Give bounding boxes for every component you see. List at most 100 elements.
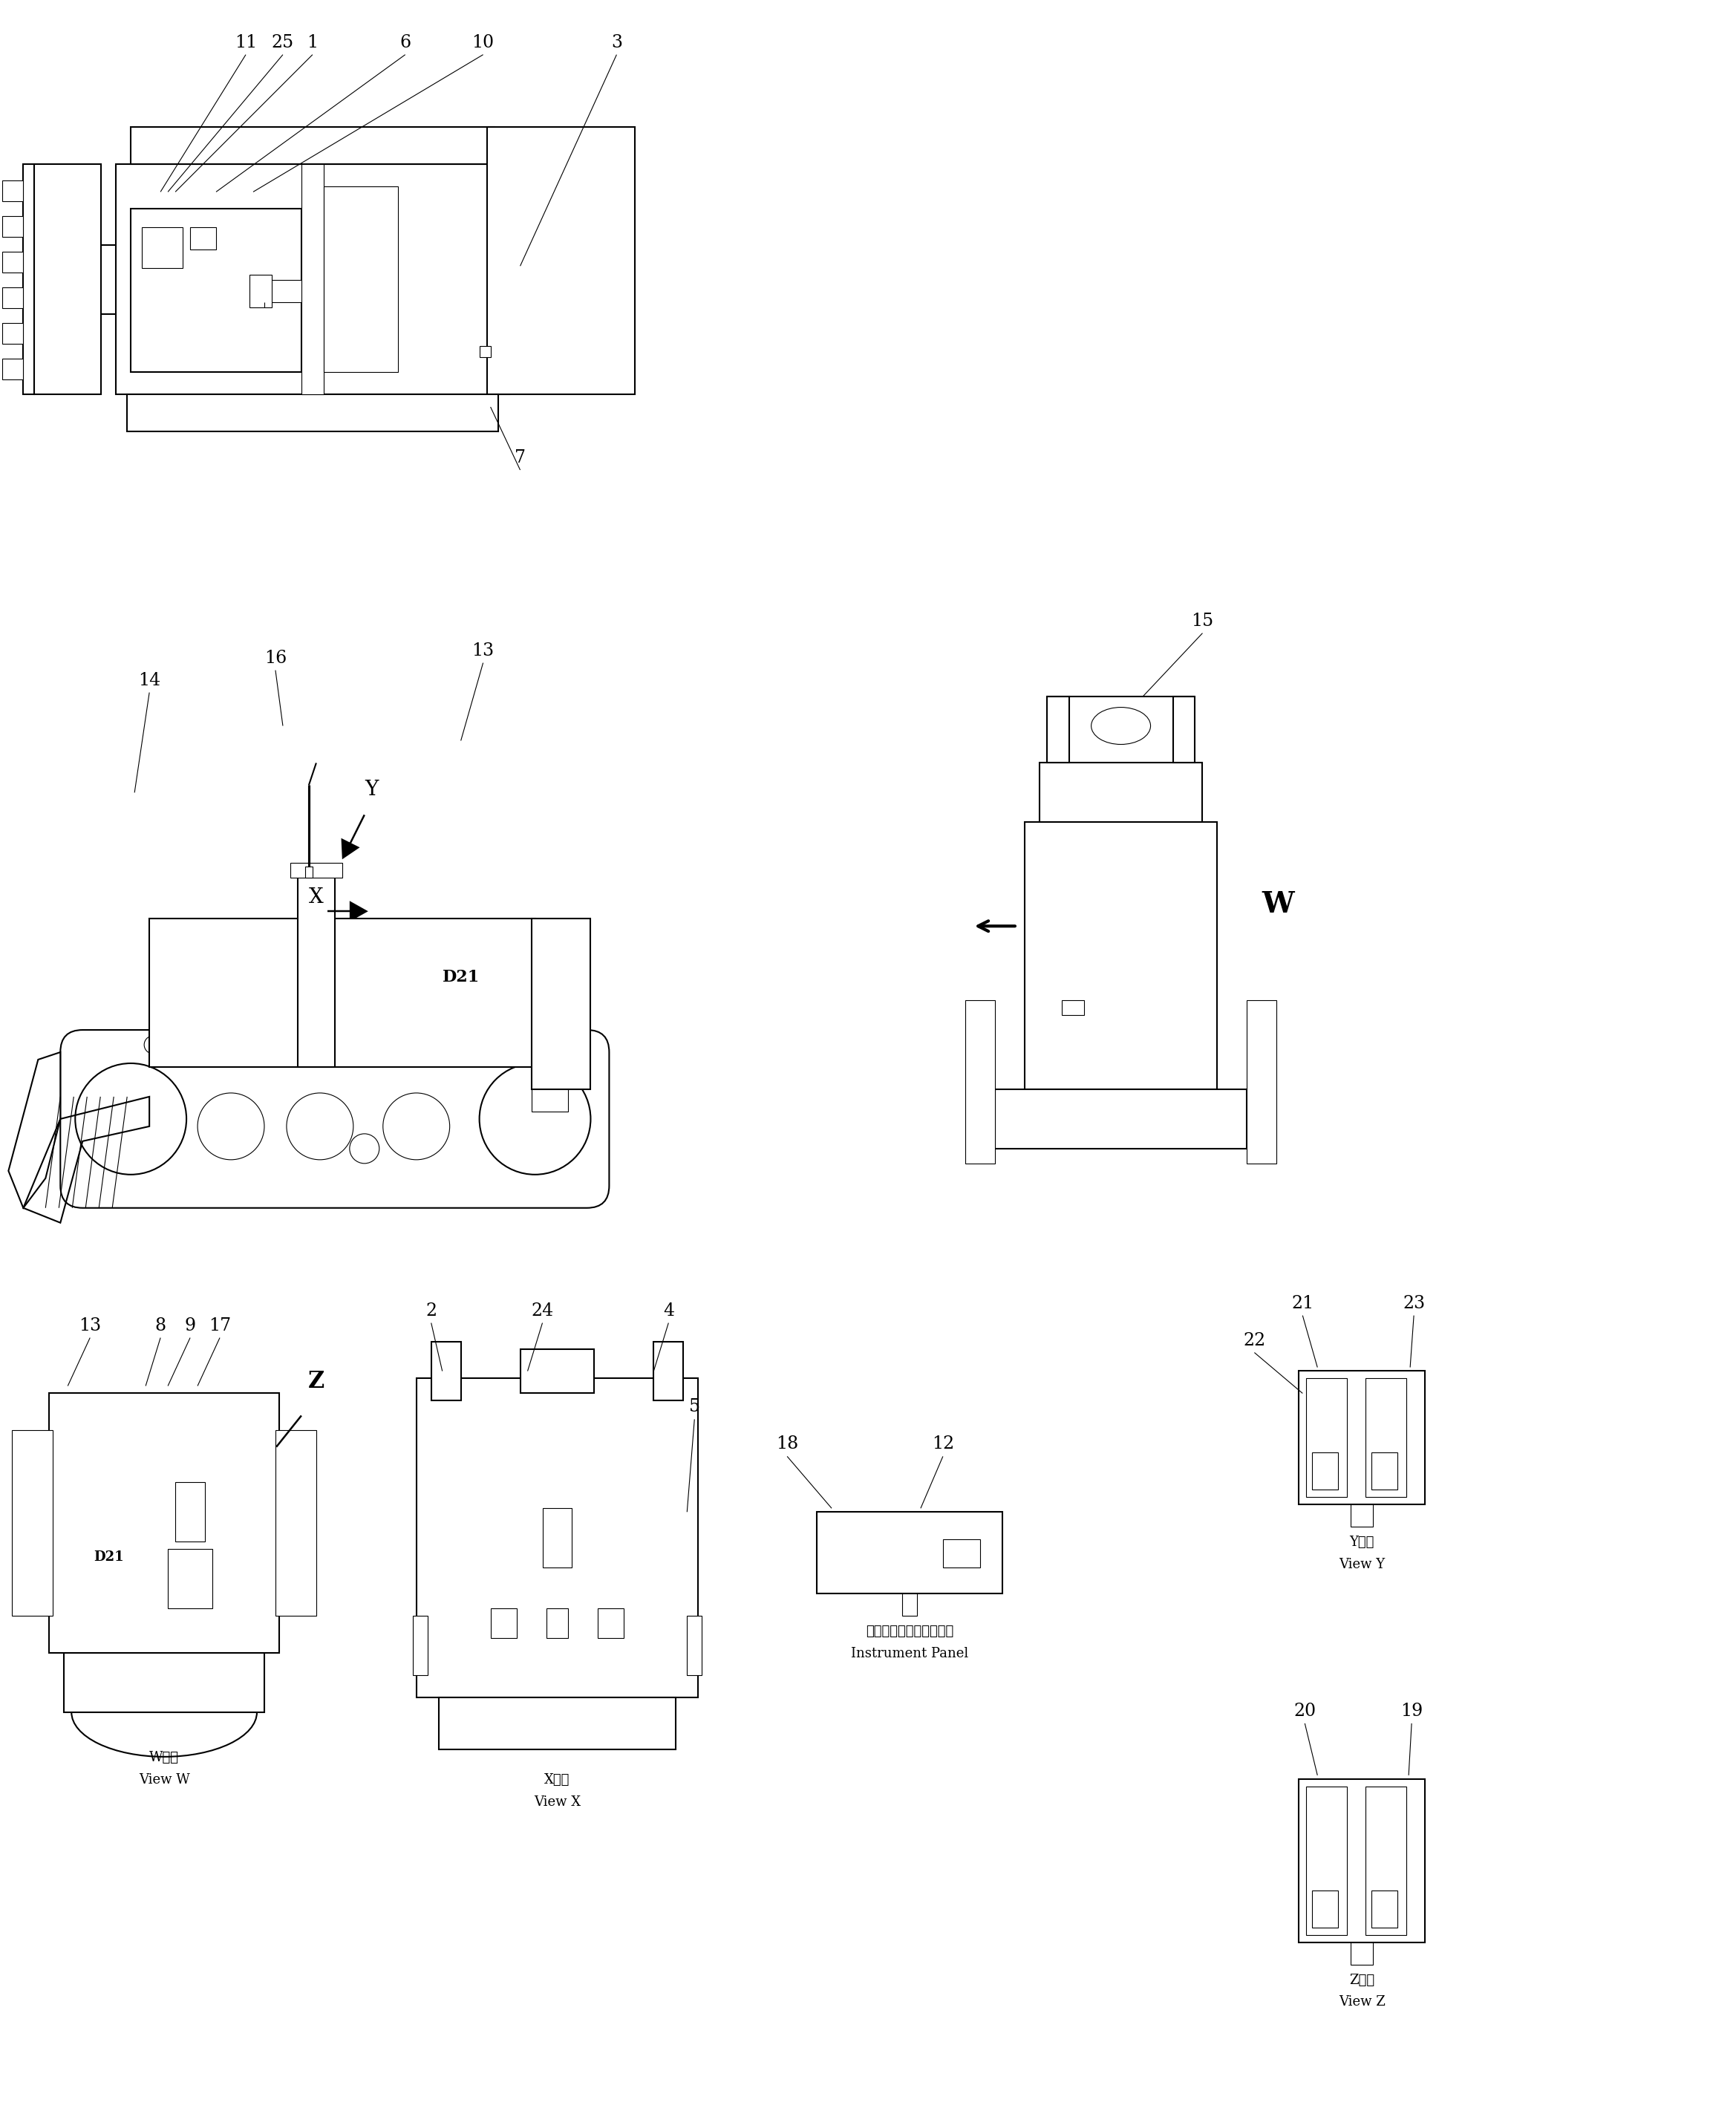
Polygon shape [342,837,359,860]
Bar [1174,696,1194,763]
Bar [943,1539,981,1569]
Text: 15: 15 [1191,613,1213,630]
Bar [2,180,23,201]
Text: 14: 14 [139,672,161,689]
Bar [23,165,35,395]
Text: D21: D21 [94,1550,123,1564]
Bar [2,323,23,345]
Bar [486,127,635,395]
Text: インスツルメントパネル: インスツルメントパネル [866,1626,953,1638]
Bar [1246,1000,1276,1163]
Text: D21: D21 [443,968,479,985]
Text: View X: View X [535,1795,580,1810]
Bar [531,1089,568,1112]
Text: 4: 4 [663,1302,674,1319]
Text: 7: 7 [514,448,526,467]
Bar [146,245,191,283]
Bar [2,216,23,237]
Text: View W: View W [139,1774,189,1786]
Text: 12: 12 [932,1435,955,1452]
Bar [1305,1378,1347,1497]
Bar [2,359,23,381]
Bar [1047,696,1069,763]
Bar [12,1431,52,1615]
Bar [116,165,509,395]
Bar [323,186,398,372]
Text: 5: 5 [689,1399,700,1416]
Bar [130,127,495,165]
Text: 23: 23 [1403,1294,1425,1313]
Text: 17: 17 [208,1317,231,1334]
Bar [479,347,491,357]
Text: Y: Y [365,780,378,799]
Bar [302,165,323,395]
Text: X　視: X 視 [545,1774,569,1786]
Bar [1351,1505,1373,1526]
Bar [1351,1943,1373,1964]
Bar [349,275,375,307]
Text: 24: 24 [531,1302,554,1319]
Bar [1299,1372,1425,1505]
Bar [439,1698,675,1748]
Bar [1305,1786,1347,1934]
Bar [127,395,498,431]
Text: 8: 8 [155,1317,167,1334]
Text: Z: Z [307,1370,325,1393]
Bar [1299,1780,1425,1943]
Text: Y　視: Y 視 [1349,1535,1375,1550]
Text: 16: 16 [264,649,286,666]
Bar [2,252,23,273]
Bar [542,1507,573,1569]
Polygon shape [349,901,368,922]
Text: View Y: View Y [1338,1558,1385,1571]
Bar [264,279,354,302]
Bar [818,1512,1002,1594]
Bar [1371,1890,1397,1928]
Text: 20: 20 [1293,1702,1316,1719]
Text: 13: 13 [472,643,495,660]
Bar [250,275,273,307]
Text: W　視: W 視 [149,1750,179,1765]
Bar [521,1349,594,1393]
Bar [531,920,590,1089]
Bar [903,1594,917,1615]
Bar [1024,822,1217,1089]
Bar [1371,1452,1397,1490]
Bar [413,1615,427,1674]
Bar [71,1512,160,1630]
Bar [64,1653,264,1712]
Bar [1366,1378,1406,1497]
Bar [149,920,535,1068]
Bar [130,209,302,372]
Bar [547,1609,568,1638]
Bar [2,288,23,309]
Bar [417,1378,698,1698]
Bar [175,1482,205,1541]
Bar [1366,1786,1406,1934]
Bar [49,1393,279,1653]
Text: W: W [1262,890,1295,920]
Text: View Z: View Z [1338,1996,1385,2008]
Bar [1312,1890,1338,1928]
Text: 10: 10 [472,34,495,51]
Text: 19: 19 [1401,1702,1424,1719]
FancyBboxPatch shape [134,279,290,368]
Text: Z　視: Z 視 [1349,1972,1375,1987]
FancyBboxPatch shape [491,146,623,391]
Text: 25: 25 [271,34,293,51]
Text: 1: 1 [307,34,318,51]
FancyBboxPatch shape [61,1030,609,1207]
Polygon shape [9,1053,61,1207]
Polygon shape [273,1435,288,1452]
Bar [191,228,215,249]
Text: 13: 13 [78,1317,101,1334]
Text: 6: 6 [399,34,411,51]
Text: 9: 9 [184,1317,196,1334]
Bar [1312,1452,1338,1490]
Text: 21: 21 [1292,1294,1314,1313]
Text: 22: 22 [1243,1332,1266,1349]
Bar [297,875,335,1068]
Bar [687,1615,701,1674]
Bar [965,1000,995,1163]
Text: 18: 18 [776,1435,799,1452]
